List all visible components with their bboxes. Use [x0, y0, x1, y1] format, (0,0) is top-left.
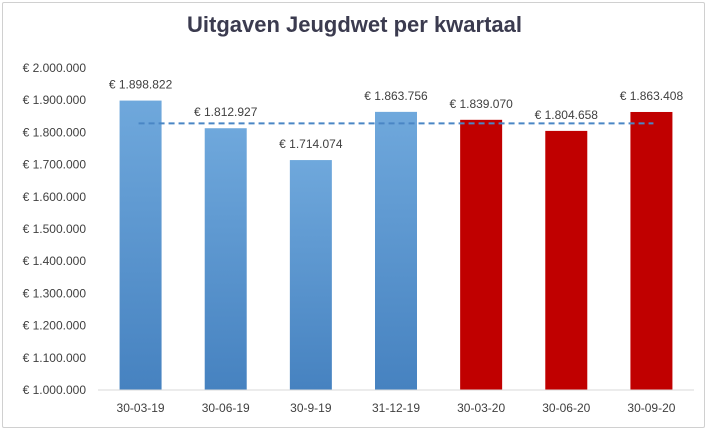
bar-30-03-20: [460, 119, 503, 390]
y-tick-label: € 1.500.000: [23, 222, 87, 236]
y-tick-label: € 1.900.000: [23, 93, 87, 107]
y-tick-label: € 1.600.000: [23, 190, 87, 204]
x-tick-label: 30-06-20: [542, 401, 590, 415]
bar-30-06-19: [204, 128, 247, 391]
bar-30-9-19: [289, 160, 332, 390]
data-label: € 1.863.756: [364, 89, 428, 103]
chart-title: Uitgaven Jeugdwet per kwartaal: [187, 12, 522, 37]
y-tick-label: € 1.000.000: [23, 383, 87, 397]
x-tick-label: 30-9-19: [290, 401, 332, 415]
y-axis: € 1.000.000 € 1.100.000 € 1.200.000 € 1.300…: [23, 61, 87, 397]
chart-frame: [2, 2, 705, 428]
y-tick-label: € 1.200.000: [23, 319, 87, 333]
data-label: € 1.839.070: [449, 97, 513, 111]
bar-30-06-20: [545, 130, 588, 390]
x-tick-label: 31-12-19: [372, 401, 420, 415]
y-tick-label: € 1.400.000: [23, 254, 87, 268]
bars: [119, 100, 673, 391]
data-label: € 1.804.658: [535, 108, 599, 122]
x-tick-label: 30-09-20: [627, 401, 675, 415]
data-labels: € 1.898.822 € 1.812.927 € 1.714.074 € 1.863…: [109, 78, 684, 151]
bar-30-09-20: [630, 111, 673, 391]
y-tick-label: € 1.300.000: [23, 286, 87, 300]
y-tick-label: € 1.100.000: [23, 351, 87, 365]
data-label: € 1.863.408: [620, 89, 684, 103]
bar-30-03-19: [119, 100, 162, 390]
y-tick-label: € 1.700.000: [23, 158, 87, 172]
x-tick-label: 30-06-19: [202, 401, 250, 415]
x-tick-label: 30-03-19: [117, 401, 165, 415]
y-tick-label: € 1.800.000: [23, 125, 87, 139]
data-label: € 1.812.927: [194, 105, 258, 119]
data-label: € 1.898.822: [109, 78, 173, 92]
x-axis: 30-03-19 30-06-19 30-9-19 31-12-19 30-03-20 3…: [98, 389, 694, 415]
x-tick-label: 30-03-20: [457, 401, 505, 415]
data-label: € 1.714.074: [279, 137, 343, 151]
bar-31-12-19: [375, 111, 417, 390]
y-tick-label: € 2.000.000: [23, 61, 87, 75]
